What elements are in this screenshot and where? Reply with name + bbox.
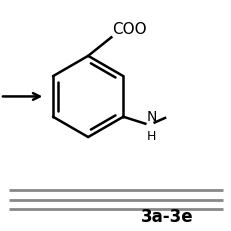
- Text: H: H: [146, 130, 155, 143]
- Text: 3a-3e: 3a-3e: [140, 207, 192, 225]
- Text: COO: COO: [112, 22, 146, 37]
- Text: N: N: [146, 109, 156, 123]
